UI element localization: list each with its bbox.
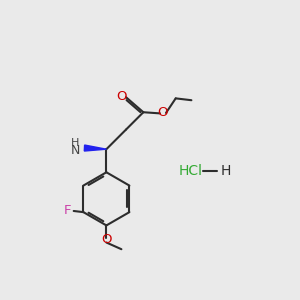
Text: O: O xyxy=(158,106,168,119)
Text: F: F xyxy=(64,205,72,218)
Text: O: O xyxy=(117,90,127,103)
Text: HCl: HCl xyxy=(179,164,203,178)
Text: O: O xyxy=(101,233,112,246)
Text: N: N xyxy=(71,144,80,157)
Polygon shape xyxy=(84,145,106,151)
Text: H: H xyxy=(70,138,79,148)
Text: H: H xyxy=(220,164,230,178)
